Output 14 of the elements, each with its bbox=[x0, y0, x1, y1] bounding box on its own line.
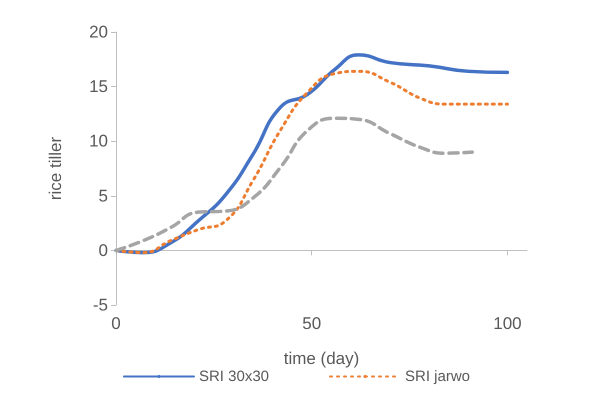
y-tick-label: 0 bbox=[98, 240, 108, 260]
y-tick-label: 15 bbox=[89, 77, 108, 96]
y-axis-title: rice tiller bbox=[46, 136, 65, 200]
x-tick-label: 100 bbox=[493, 314, 522, 333]
x-axis-title: time (day) bbox=[284, 349, 360, 368]
y-tick-label: 10 bbox=[89, 132, 108, 151]
y-tick-label: 5 bbox=[98, 186, 108, 206]
x-tick-label: 0 bbox=[111, 314, 121, 333]
x-tick-label: 50 bbox=[302, 314, 322, 333]
y-tick-label: 20 bbox=[89, 22, 108, 42]
y-tick-label: -5 bbox=[92, 296, 108, 314]
legend-label: SRI 30x30 bbox=[198, 368, 270, 385]
line-series bbox=[114, 116, 474, 252]
legend-label: SRI jarwo bbox=[405, 368, 470, 385]
